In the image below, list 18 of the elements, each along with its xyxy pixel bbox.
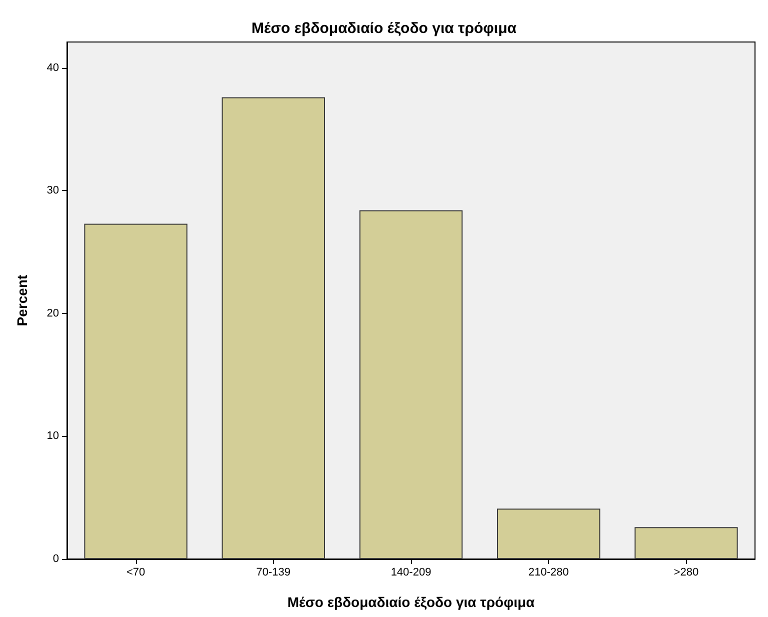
bar — [634, 527, 738, 559]
bar — [84, 224, 188, 559]
bar — [497, 508, 600, 559]
x-tick-label: >280 — [674, 566, 699, 578]
y-tick-label: 0 — [52, 553, 59, 565]
bar — [222, 97, 325, 559]
y-tick-label: 30 — [46, 184, 59, 197]
y-axis-title: Percent — [14, 274, 30, 326]
x-tick-label: 140-209 — [390, 566, 432, 578]
y-tick-label: 20 — [46, 307, 59, 320]
x-tick-label: 210-280 — [528, 566, 569, 578]
y-tick-label: 40 — [46, 62, 59, 74]
x-tick-label: 70-139 — [256, 566, 291, 578]
chart-title: Μέσο εβδομαδιαίο έξοδο για τρόφιμα — [252, 20, 518, 37]
y-tick-label: 10 — [46, 430, 59, 442]
x-tick-label: <70 — [126, 566, 146, 578]
bar — [359, 210, 463, 559]
x-axis-title: Μέσο εβδομαδιαίο έξοδο για τρόφιμα — [287, 594, 536, 610]
